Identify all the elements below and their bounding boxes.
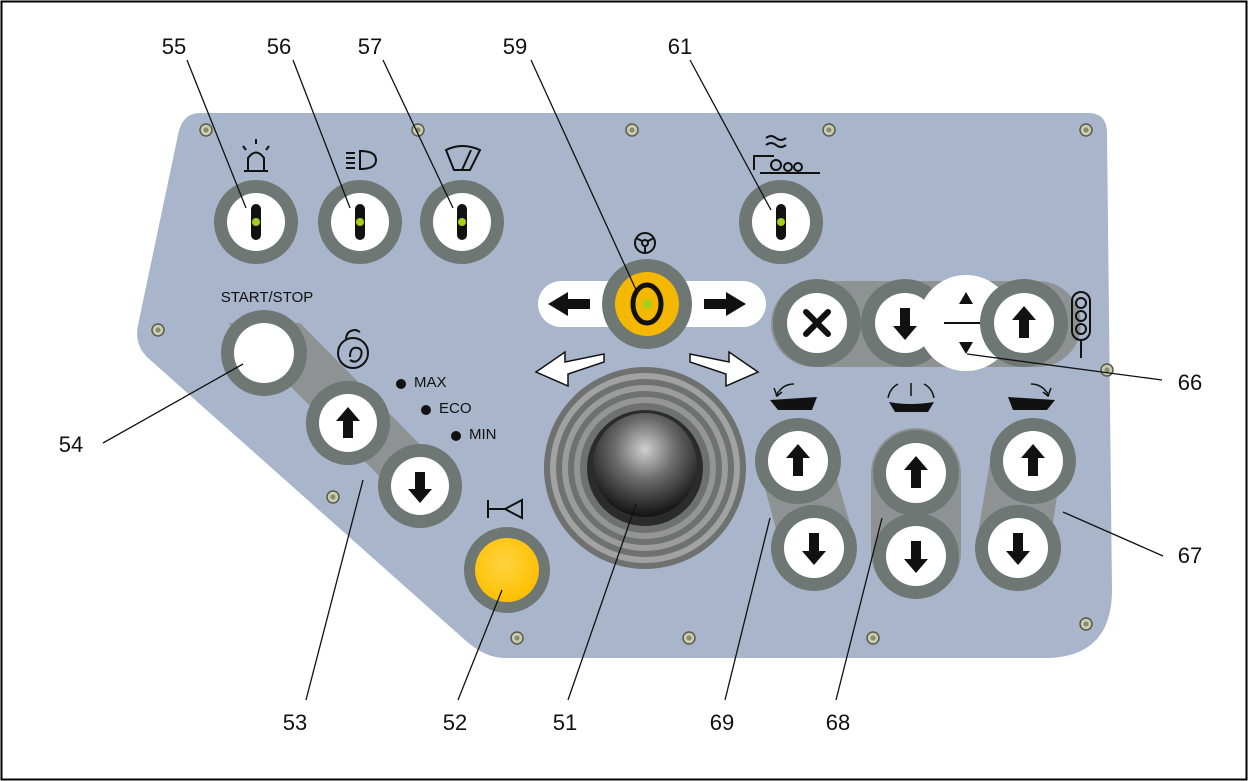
start-stop-button[interactable] (221, 310, 307, 396)
leader-lines (102, 59, 1164, 701)
horn-icon (487, 498, 523, 520)
callout-labels: 55 56 57 59 61 54 53 52 51 69 68 67 66 (59, 34, 1202, 735)
panel-screws (151, 123, 1114, 645)
callout-67: 67 (1178, 543, 1202, 568)
headlight-icon (346, 149, 378, 171)
wiper-icon (444, 145, 482, 171)
engine-speed-up-button[interactable] (306, 381, 390, 465)
callout-55: 55 (162, 34, 186, 59)
steer-right-arrow (689, 350, 760, 388)
horn-button[interactable] (464, 527, 550, 613)
tilt-center-up-button[interactable] (873, 430, 959, 516)
tilt-left-up-button[interactable] (755, 418, 841, 504)
callout-51: 51 (553, 710, 577, 735)
start-stop-label: START/STOP (221, 289, 314, 306)
traffic-light-icon (1071, 291, 1091, 358)
engine-icon (337, 328, 369, 369)
tilt-icon-center (887, 383, 935, 412)
steering-wheel-icon (634, 232, 656, 254)
speed-mode-indicators: MAX ECO MIN (396, 374, 497, 443)
brush-icon (753, 135, 820, 174)
beacon-switch[interactable] (214, 180, 298, 264)
callout-69: 69 (710, 710, 734, 735)
headlight-switch[interactable] (318, 180, 402, 264)
tilt-left-down-button[interactable] (771, 505, 857, 591)
callout-66: 66 (1178, 370, 1202, 395)
raise-button[interactable] (980, 279, 1068, 367)
tilt-icon-right (1008, 383, 1055, 410)
wiper-switch[interactable] (420, 180, 504, 264)
tilt-center-down-button[interactable] (873, 513, 959, 599)
speed-mode-max: MAX (414, 374, 447, 391)
steer-left-arrow (534, 350, 605, 388)
callout-57: 57 (358, 34, 382, 59)
callout-53: 53 (283, 710, 307, 735)
joystick[interactable] (544, 367, 746, 569)
brush-switch[interactable] (739, 180, 823, 264)
callout-56: 56 (267, 34, 291, 59)
beacon-icon (242, 139, 270, 172)
tilt-right-down-button[interactable] (975, 505, 1061, 591)
callout-54: 54 (59, 432, 83, 457)
tilt-right-up-button[interactable] (990, 418, 1076, 504)
tilt-icon-left (770, 383, 817, 410)
callout-52: 52 (443, 710, 467, 735)
callout-68: 68 (826, 710, 850, 735)
speed-mode-eco: ECO (439, 400, 472, 417)
callout-59: 59 (503, 34, 527, 59)
callout-61: 61 (668, 34, 692, 59)
speed-mode-min: MIN (469, 426, 497, 443)
stop-button[interactable] (773, 279, 861, 367)
engine-speed-down-button[interactable] (378, 444, 462, 528)
steering-selector[interactable] (538, 259, 766, 349)
